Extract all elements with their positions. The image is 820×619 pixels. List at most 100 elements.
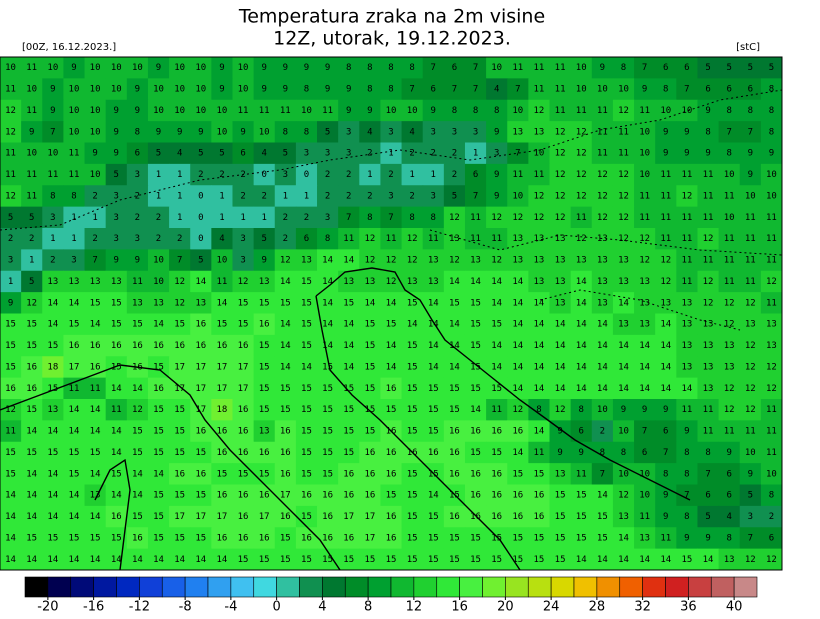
cell-value: 12 [703,277,714,287]
cell [464,228,487,250]
cell-value: 14 [90,512,101,522]
cell [464,292,487,314]
map-frame [0,56,783,571]
cell [570,313,593,336]
colorbar-box [390,576,415,598]
cell [570,121,593,143]
cell-value: 16 [238,341,249,351]
cell-value: 15 [90,448,101,458]
cell-value: 11 [597,127,608,137]
cell [147,99,170,122]
cell-value: 6 [642,448,647,458]
cell [211,57,233,79]
cell-value: 13 [724,362,735,372]
cell-value: 15 [280,555,291,565]
cell [612,420,635,443]
cell-value: 16 [26,362,37,372]
cell-value: 6 [748,85,753,95]
colorbar-box [299,576,323,598]
cell [295,292,318,314]
cell [42,334,64,357]
cell-value: 13 [576,256,587,266]
cell [84,121,107,143]
cell-value: 14 [512,448,523,458]
cell [211,163,233,186]
cell-value: 11 [555,106,566,116]
cell [42,99,64,122]
cell-value: 15 [428,533,439,543]
cell-value: 16 [491,469,502,479]
cell-value: 10 [153,256,164,266]
cell-value: 16 [470,427,481,437]
cell [549,505,572,528]
cell [697,527,720,550]
cell [655,57,677,79]
cell-value: 15 [301,298,312,308]
cell-value: 17 [174,362,185,372]
cell-value: 11 [724,277,735,287]
cell-value: 15 [597,512,608,522]
cell [359,548,381,571]
cell [591,399,614,421]
cell [697,142,720,165]
cell [697,334,720,357]
cell [486,206,508,229]
cell-value: 14 [111,555,122,565]
cell-value: 14 [343,341,354,351]
cell [42,78,64,101]
cell-value: 14 [597,384,608,394]
cell-value: 13 [618,277,629,287]
cell [63,399,86,421]
cell-value: 7 [705,469,710,479]
cell-value: 17 [238,362,249,372]
cell [612,78,635,101]
cell [528,356,551,379]
cell-value: 16 [364,469,375,479]
cell-value: 14 [5,555,16,565]
cell-value: 17 [364,512,375,522]
cell-value: 15 [407,362,418,372]
cell [528,527,551,550]
cell [126,292,149,314]
cell [169,142,191,165]
cell-value: 14 [386,341,397,351]
cell [295,78,318,101]
cell [338,206,360,229]
cell-value: 14 [280,277,291,287]
cell-value: 14 [111,448,122,458]
colorbar-box [642,576,666,598]
cell [42,185,64,208]
cell-value: 8 [621,448,626,458]
cell [63,206,86,229]
cell-value: 15 [597,533,608,543]
cell [697,185,720,208]
cell [739,399,762,421]
cell [338,548,360,571]
cell [612,399,635,421]
cell [549,142,572,165]
cell-value: 11 [386,234,397,244]
cell-value: 14 [69,555,80,565]
cell-value: 17 [216,384,227,394]
cell-value: 12 [555,213,566,223]
cell [317,420,339,443]
cell [147,228,170,250]
cell [401,527,424,550]
cell-value: 16 [470,491,481,501]
cell-value: 11 [280,106,291,116]
cell-value: 11 [5,170,16,180]
cell-value: 12 [534,191,545,201]
cell [634,99,656,122]
cell [274,78,297,101]
cell [612,142,635,165]
cell [634,420,656,443]
cell [739,142,762,165]
cell-value: 17 [69,362,80,372]
cell [0,99,22,122]
cell-value: 11 [766,256,777,266]
cell [0,228,22,250]
cell [676,420,698,443]
cell [274,142,297,165]
cell [486,78,508,101]
cell [380,313,403,336]
